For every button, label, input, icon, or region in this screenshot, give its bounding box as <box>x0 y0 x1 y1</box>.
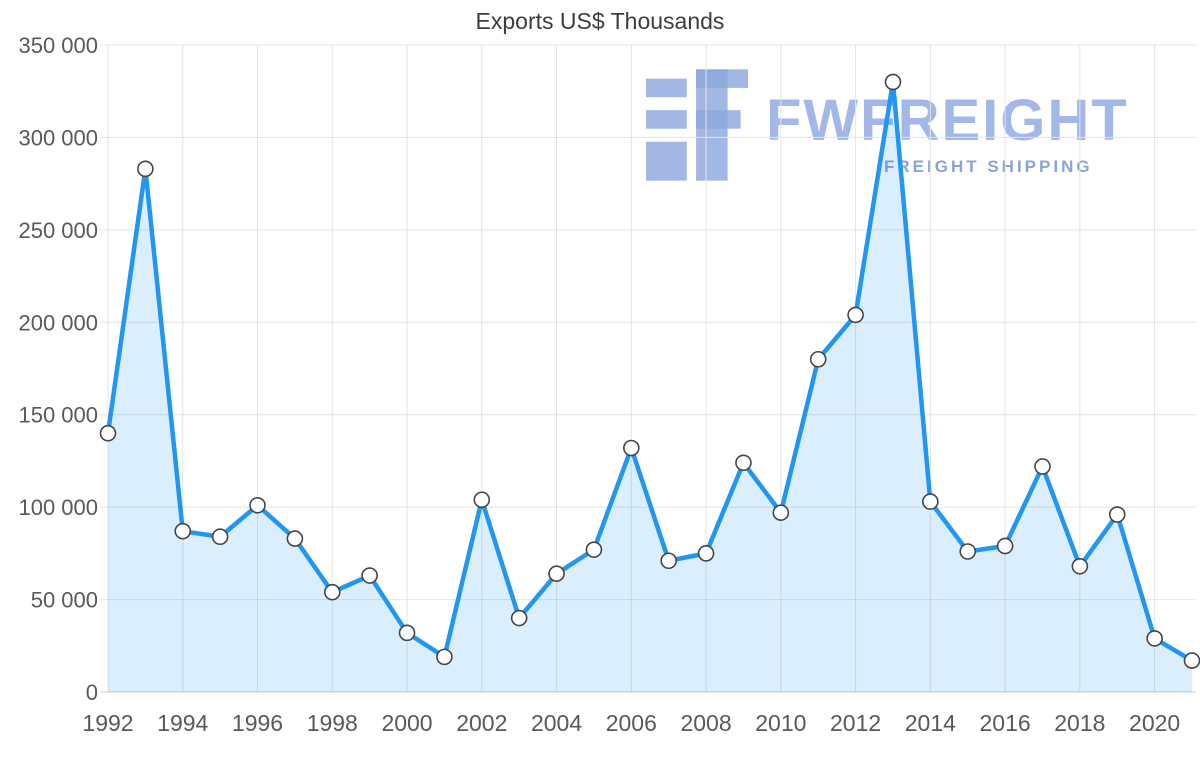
x-axis-label: 2006 <box>606 710 657 736</box>
data-point-marker <box>585 541 603 558</box>
x-axis-label: 2014 <box>905 710 956 736</box>
data-point-marker <box>1034 458 1051 475</box>
data-point-marker <box>697 545 715 562</box>
data-point-marker <box>473 491 491 509</box>
x-axis-label: 2012 <box>830 710 881 736</box>
data-point-marker <box>735 454 752 472</box>
data-point-marker <box>623 439 640 457</box>
data-point-marker <box>510 609 528 627</box>
data-point-marker <box>436 648 453 666</box>
y-axis-label: 250 000 <box>18 218 98 243</box>
y-axis-label: 50 000 <box>31 588 98 613</box>
data-point-marker <box>323 583 341 601</box>
data-point-marker <box>922 493 939 510</box>
x-axis-label: 2018 <box>1054 710 1105 736</box>
data-point-marker <box>286 530 304 547</box>
data-point-marker <box>249 496 266 514</box>
x-axis-label: 2004 <box>531 710 582 736</box>
data-point-marker <box>959 543 977 560</box>
x-axis-label: 2010 <box>755 710 806 736</box>
chart-title: Exports US$ Thousands <box>475 8 725 34</box>
data-point-marker <box>548 565 565 582</box>
data-point-marker <box>847 306 864 324</box>
y-axis-label: 200 000 <box>18 310 98 335</box>
y-axis-label: 150 000 <box>18 403 98 428</box>
y-axis-label: 100 000 <box>18 495 98 520</box>
data-point-marker <box>1108 506 1126 523</box>
data-point-marker <box>211 528 229 546</box>
data-point-marker <box>1146 630 1163 647</box>
data-point-marker <box>884 73 902 91</box>
y-axis-label: 350 000 <box>18 33 98 58</box>
data-point-marker <box>1183 652 1200 669</box>
x-axis-label: 2002 <box>456 710 507 736</box>
data-point-marker <box>1071 557 1089 575</box>
series-line <box>105 79 1195 663</box>
data-point-marker <box>137 160 154 178</box>
data-point-marker <box>361 567 378 584</box>
data-point-marker <box>772 504 790 521</box>
data-point-marker <box>99 424 117 442</box>
data-point-marker <box>398 624 416 642</box>
y-axis-label: 300 000 <box>18 125 98 150</box>
data-point-marker <box>996 537 1014 555</box>
x-axis-label: 1992 <box>82 710 133 736</box>
x-axis-label: 2008 <box>680 710 731 736</box>
x-axis-label: 2016 <box>980 710 1031 736</box>
x-axis-label: 2000 <box>381 710 432 736</box>
x-axis-label: 1994 <box>157 710 208 736</box>
data-point-marker <box>174 522 192 540</box>
x-axis-label: 1996 <box>232 710 283 736</box>
data-point-marker <box>660 552 677 570</box>
x-axis-label: 2020 <box>1129 710 1180 736</box>
series-area-fill <box>108 81 1192 692</box>
x-axis-label: 1998 <box>307 710 358 736</box>
y-axis-label: 0 <box>86 680 98 705</box>
data-point-marker <box>809 350 827 368</box>
